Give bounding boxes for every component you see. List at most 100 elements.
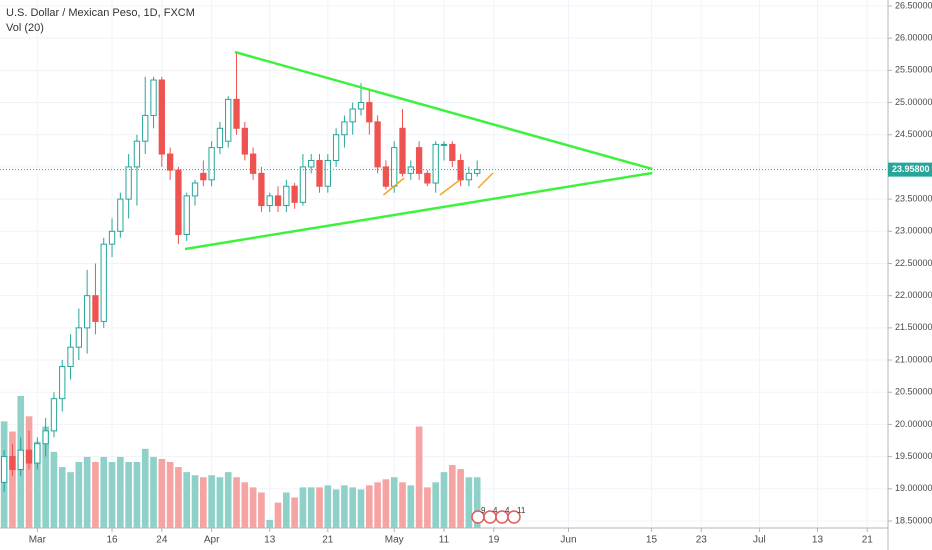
volume-bar: [191, 475, 199, 528]
volume-bar: [25, 416, 33, 528]
trend-line: [439, 179, 461, 196]
candle-body: [341, 121, 348, 136]
candle-body: [233, 98, 240, 129]
candle-body: [0, 456, 8, 483]
y-tick-label: 25.50000: [895, 65, 932, 75]
volume-bar: [299, 487, 307, 528]
volume-bar: [67, 472, 74, 528]
x-tick-label: Apr: [204, 535, 220, 546]
candle-body: [465, 172, 473, 181]
x-tick-label: Jun: [560, 535, 576, 546]
volume-bar: [241, 482, 249, 528]
candle-body: [92, 295, 99, 322]
event-icon: [507, 510, 521, 524]
volume-bar: [324, 485, 332, 528]
candle-body: [249, 153, 257, 174]
candle-body: [216, 127, 224, 149]
volume-bar: [357, 489, 365, 528]
candle-body: [142, 114, 149, 142]
candle-body: [59, 365, 66, 400]
volume-bar: [183, 472, 191, 528]
candle-body: [299, 166, 307, 203]
x-tick-label: Mar: [29, 535, 47, 546]
candle-body: [183, 195, 190, 236]
candle-body: [150, 79, 157, 116]
volume-bar: [117, 456, 124, 528]
candle-body: [25, 449, 33, 464]
volume-label: Vol (20): [6, 22, 44, 34]
volume-bar: [83, 456, 91, 528]
volume-bar: [473, 477, 481, 528]
candle-body: [474, 169, 481, 174]
volume-bar: [9, 431, 16, 528]
x-tick-label: 13: [812, 535, 824, 546]
y-tick-label: 18.50000: [895, 515, 932, 525]
volume-bar: [274, 502, 282, 528]
candle-body: [457, 159, 464, 181]
volume-bar: [307, 487, 315, 528]
y-tick-label: 20.00000: [895, 419, 932, 429]
candle-body: [324, 159, 331, 187]
last-price-box: [888, 162, 932, 177]
candle-body: [415, 147, 423, 174]
volume-bar: [50, 451, 58, 528]
candle-body: [108, 230, 116, 245]
volume-bar: [125, 462, 132, 528]
candle-body: [391, 147, 398, 187]
candle-body: [9, 456, 16, 470]
y-tick-label: 22.00000: [895, 290, 932, 300]
volume-bar: [133, 462, 141, 528]
candle-body: [274, 195, 282, 207]
x-tick-label: 16: [106, 535, 118, 546]
volume-bar: [399, 482, 406, 528]
candle-body: [17, 449, 24, 470]
candle-body: [283, 185, 290, 207]
candle-body: [407, 166, 414, 174]
volume-bar: [175, 467, 182, 528]
volume-bar: [58, 467, 66, 528]
event-count: 9: [481, 506, 486, 515]
y-tick-label: 21.50000: [895, 322, 932, 332]
volume-bar: [382, 479, 390, 528]
candle-body: [440, 143, 448, 146]
volume-bar: [291, 497, 298, 528]
candle-body: [117, 198, 124, 232]
volume-bar: [108, 462, 116, 528]
volume-bar: [465, 477, 473, 528]
volume-bar: [42, 426, 49, 528]
candle-body: [349, 108, 356, 123]
volume-bar: [341, 485, 348, 528]
chart-title: U.S. Dollar / Mexican Peso, 1D, FXCM: [6, 7, 195, 19]
x-tick-label: 11: [439, 535, 450, 546]
x-tick-label: May: [385, 535, 404, 546]
volume-bar: [249, 487, 257, 528]
volume-bar: [282, 492, 290, 528]
candle-body: [357, 102, 365, 110]
last-price-label: 23.95800: [892, 164, 930, 174]
volume-bar: [390, 477, 398, 528]
x-tick-label: Jul: [753, 535, 766, 546]
candle-body: [382, 166, 390, 187]
candle-body: [75, 327, 82, 348]
volume-bar: [100, 456, 108, 528]
candle-body: [374, 121, 381, 168]
volume-bar: [34, 441, 41, 528]
candle-body: [200, 172, 207, 181]
candle-body: [399, 127, 406, 174]
volume-bar: [75, 462, 83, 528]
volume-bar: [415, 426, 423, 528]
trend-line: [382, 177, 405, 196]
candle-body: [332, 134, 340, 161]
candle-body: [166, 153, 174, 171]
x-tick-label: 23: [696, 535, 708, 546]
volume-bar: [158, 458, 166, 528]
candle-body: [258, 172, 265, 207]
trend-line: [477, 172, 494, 189]
candle-body: [175, 169, 182, 236]
y-tick-label: 19.50000: [895, 451, 932, 461]
candle-body: [316, 159, 323, 187]
volume-bar: [208, 475, 215, 528]
volume-bar: [448, 465, 456, 528]
volume-bar: [407, 485, 415, 528]
candle-body: [50, 398, 58, 432]
